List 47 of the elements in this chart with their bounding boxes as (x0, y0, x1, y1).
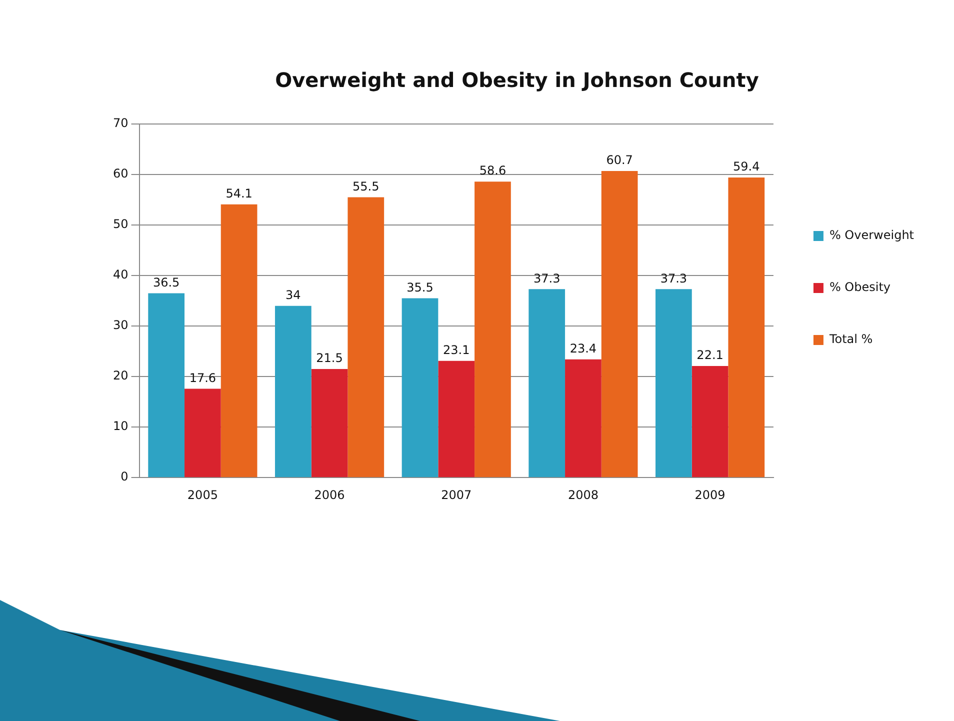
bar (220, 204, 258, 478)
data-label: 58.6 (479, 164, 506, 178)
data-label: 23.1 (443, 343, 470, 358)
y-tick-label: 60 (112, 166, 128, 181)
data-label: 34 (286, 288, 301, 302)
data-label: 35.5 (406, 280, 434, 294)
bar (565, 359, 602, 478)
y-tick-label: 70 (112, 116, 128, 130)
data-label: 21.5 (316, 351, 343, 366)
legend-label: % Overweight (829, 228, 914, 242)
data-label: 22.1 (696, 348, 724, 362)
bar (402, 298, 438, 478)
data-label: 59.4 (733, 160, 760, 174)
data-label: 36.5 (152, 275, 180, 290)
bar (274, 306, 312, 478)
x-tick-label: 2006 (314, 488, 345, 502)
legend-label: % Obesity (829, 280, 891, 294)
y-tick-label: 40 (112, 268, 128, 282)
data-label: 54.1 (226, 186, 252, 200)
data-label: 37.3 (533, 271, 560, 286)
y-tick-label: 20 (112, 368, 128, 383)
bar (656, 289, 692, 478)
bar (728, 178, 765, 478)
y-tick-label: 0 (120, 470, 128, 484)
bar (692, 366, 728, 478)
data-label: 37.3 (660, 271, 688, 286)
x-tick-label: 2009 (694, 488, 726, 502)
y-tick-label: 10 (112, 419, 128, 434)
y-tick-label: 50 (112, 217, 128, 232)
data-label: 55.5 (352, 179, 380, 194)
bar (528, 289, 566, 478)
data-label: 23.4 (570, 342, 597, 356)
y-tick-label: 30 (112, 318, 128, 332)
bar (311, 368, 348, 478)
x-tick-label: 2008 (568, 488, 598, 502)
data-label: 60.7 (606, 153, 633, 168)
chart-title: Overweight and Obesity in Johnson County (275, 68, 759, 92)
x-tick-label: 2005 (187, 488, 218, 502)
legend-label: Total % (828, 332, 873, 346)
bar (438, 360, 475, 478)
bar (148, 293, 185, 478)
bar (474, 182, 511, 478)
bar (601, 170, 638, 478)
x-tick-label: 2007 (441, 488, 472, 502)
data-label: 17.6 (189, 370, 216, 385)
bar (348, 197, 384, 478)
bar (184, 388, 221, 478)
